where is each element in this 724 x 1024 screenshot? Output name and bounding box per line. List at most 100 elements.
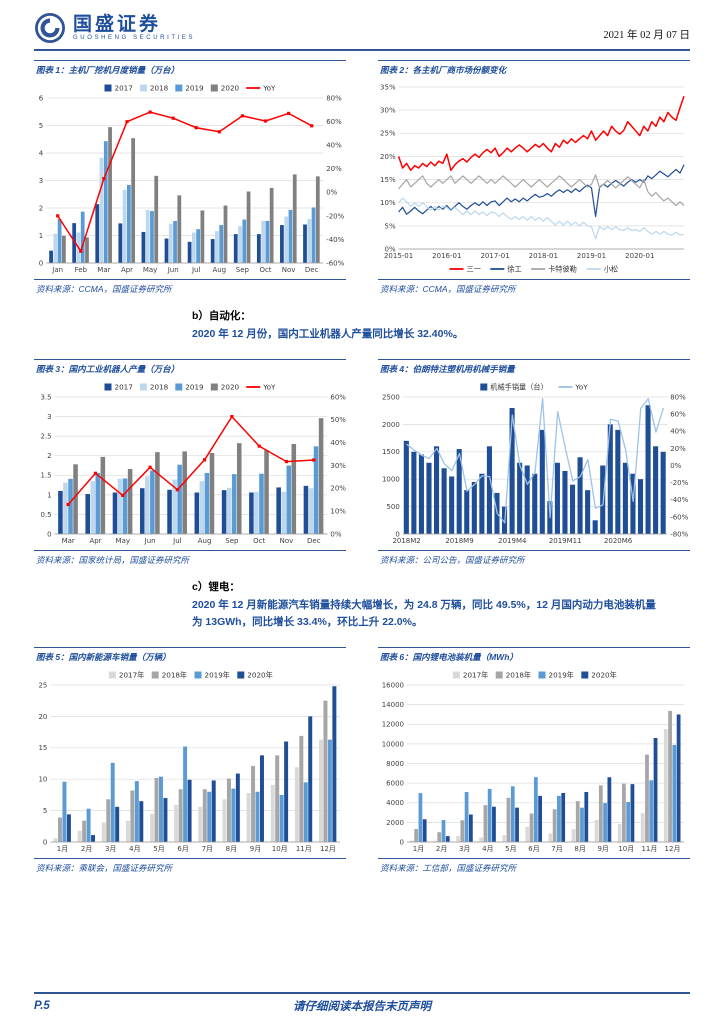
svg-text:6月: 6月 — [177, 845, 188, 853]
svg-text:2017年: 2017年 — [463, 670, 488, 679]
svg-text:9月: 9月 — [250, 845, 261, 853]
page-number: P.5 — [34, 1000, 50, 1012]
figure-6-chart: 0 2000 4000 6000 8000 10000 12000 14000 16000 1月 2… — [378, 667, 690, 855]
figure-5: 图表 5：国内新能源车销量（万辆） 0 5 10 15 20 25 1月 2月 3月 4月 5月 6月… — [34, 646, 346, 874]
svg-text:Nov: Nov — [282, 266, 296, 274]
svg-text:2020-01: 2020-01 — [625, 252, 654, 260]
svg-text:25%: 25% — [380, 130, 396, 138]
figure-1-chart: 0 1 2 3 4 5 6 -60% -40% -20% 0% 20% 40% 60% 80% Jan Feb M… — [34, 80, 346, 276]
svg-text:2019年: 2019年 — [205, 670, 230, 679]
svg-text:2000: 2000 — [386, 819, 404, 827]
svg-text:2017-01: 2017-01 — [480, 252, 509, 260]
svg-text:2018年: 2018年 — [162, 670, 187, 679]
svg-text:4月: 4月 — [129, 845, 140, 853]
svg-text:YoY: YoY — [262, 383, 276, 392]
svg-text:Dec: Dec — [305, 266, 319, 274]
svg-text:2019M4: 2019M4 — [498, 537, 527, 545]
svg-text:1: 1 — [47, 492, 51, 500]
svg-text:1: 1 — [39, 232, 43, 240]
svg-text:YoY: YoY — [574, 383, 588, 392]
svg-text:-40%: -40% — [326, 236, 344, 244]
svg-text:Apr: Apr — [121, 266, 133, 274]
figure-2-source: 资料来源：CCMA，国盛证券研究所 — [378, 279, 690, 295]
figure-3-chart: 0 0.5 1 1.5 2 2.5 3 3.5 0% 10% 20% 30% 40% 50% 60% Mar A… — [34, 379, 346, 547]
svg-text:20: 20 — [38, 713, 47, 721]
svg-text:三一: 三一 — [467, 265, 481, 274]
svg-text:Apr: Apr — [89, 537, 101, 545]
svg-text:-40%: -40% — [670, 496, 688, 504]
svg-text:60%: 60% — [670, 411, 686, 419]
svg-text:-60%: -60% — [670, 514, 688, 522]
svg-text:2019-01: 2019-01 — [577, 252, 606, 260]
figure-6-caption: 图表 6：国内锂电池装机量（MWh） — [378, 646, 690, 667]
svg-text:0%: 0% — [384, 245, 395, 253]
svg-text:4月: 4月 — [482, 845, 493, 853]
svg-text:5月: 5月 — [505, 845, 516, 853]
svg-text:3月: 3月 — [105, 845, 116, 853]
svg-text:50%: 50% — [330, 416, 346, 424]
svg-text:Nov: Nov — [280, 537, 294, 545]
svg-text:7月: 7月 — [551, 845, 562, 853]
figure-5-source: 资料来源：乘联会，国盛证券研究所 — [34, 857, 346, 874]
svg-text:3: 3 — [39, 177, 43, 185]
svg-text:YoY: YoY — [262, 84, 276, 93]
svg-text:14000: 14000 — [382, 701, 404, 709]
svg-text:Mar: Mar — [97, 266, 110, 274]
figure-row-3: 图表 5：国内新能源车销量（万辆） 0 5 10 15 20 25 1月 2月 3月 4月 5月 6月… — [34, 646, 690, 874]
svg-text:30%: 30% — [330, 462, 346, 470]
svg-text:5%: 5% — [384, 222, 395, 230]
svg-text:4: 4 — [39, 149, 44, 157]
svg-text:2.5: 2.5 — [40, 433, 51, 441]
svg-text:4000: 4000 — [386, 799, 404, 807]
svg-text:May: May — [143, 266, 157, 274]
footer-disclaimer: 请仔细阅读本报告末页声明 — [293, 1001, 431, 1013]
svg-text:2000: 2000 — [382, 421, 400, 429]
figure-5-chart: 0 5 10 15 20 25 1月 2月 3月 4月 5月 6月 7月 8月 9月 10月 11月 12月 201… — [34, 667, 346, 855]
svg-text:0%: 0% — [326, 189, 337, 197]
svg-text:10000: 10000 — [382, 740, 404, 748]
svg-text:8月: 8月 — [574, 845, 585, 853]
svg-text:500: 500 — [386, 503, 399, 511]
svg-text:5: 5 — [39, 122, 43, 130]
svg-text:16000: 16000 — [382, 681, 404, 689]
svg-text:10%: 10% — [330, 508, 346, 516]
svg-text:15: 15 — [38, 744, 47, 752]
brand-name-cn: 国盛证券 — [73, 13, 162, 35]
figure-5-caption: 图表 5：国内新能源车销量（万辆） — [34, 646, 346, 667]
brand-text: 国盛证券 GUOSHENG SECURITIES — [73, 13, 196, 42]
svg-text:0%: 0% — [670, 462, 681, 470]
svg-text:2: 2 — [47, 452, 51, 460]
svg-text:2020M6: 2020M6 — [604, 537, 633, 545]
svg-text:12月: 12月 — [665, 845, 681, 853]
svg-text:2020年: 2020年 — [247, 670, 272, 679]
svg-text:小松: 小松 — [604, 265, 618, 274]
svg-text:6000: 6000 — [386, 779, 404, 787]
svg-text:2016-01: 2016-01 — [432, 252, 461, 260]
figure-2-caption: 图表 2：各主机厂商市场份额变化 — [378, 60, 690, 80]
svg-text:5月: 5月 — [153, 845, 164, 853]
svg-text:2020: 2020 — [221, 383, 240, 392]
svg-text:0%: 0% — [330, 531, 341, 539]
svg-text:35%: 35% — [380, 83, 396, 91]
brand-name-en: GUOSHENG SECURITIES — [73, 35, 196, 42]
svg-text:1.5: 1.5 — [40, 472, 51, 480]
svg-text:2500: 2500 — [382, 394, 400, 402]
svg-text:40%: 40% — [670, 428, 686, 436]
svg-text:Jan: Jan — [51, 266, 63, 274]
brand: 国盛证券 GUOSHENG SECURITIES — [34, 12, 195, 44]
svg-text:0: 0 — [39, 259, 43, 267]
svg-text:Feb: Feb — [75, 266, 88, 274]
figure-4-source: 资料来源：公司公告，国盛证券研究所 — [378, 550, 690, 566]
svg-text:机械手销量（台）: 机械手销量（台） — [490, 383, 548, 392]
svg-text:20%: 20% — [330, 485, 346, 493]
svg-text:-80%: -80% — [670, 531, 688, 539]
figure-3: 图表 3：国内工业机器人产量（万台） 0 0.5 1 1.5 2 2.5 3 3.5 0% 10%… — [34, 359, 346, 566]
figure-6: 图表 6：国内锂电池装机量（MWh） 0 2000 4000 6000 8000 1000… — [378, 646, 690, 874]
svg-text:2017: 2017 — [115, 383, 133, 392]
svg-text:11月: 11月 — [641, 845, 657, 853]
svg-text:2月: 2月 — [81, 845, 92, 853]
svg-text:Jun: Jun — [167, 266, 179, 274]
svg-text:Oct: Oct — [259, 266, 271, 274]
svg-text:2020年: 2020年 — [591, 670, 616, 679]
